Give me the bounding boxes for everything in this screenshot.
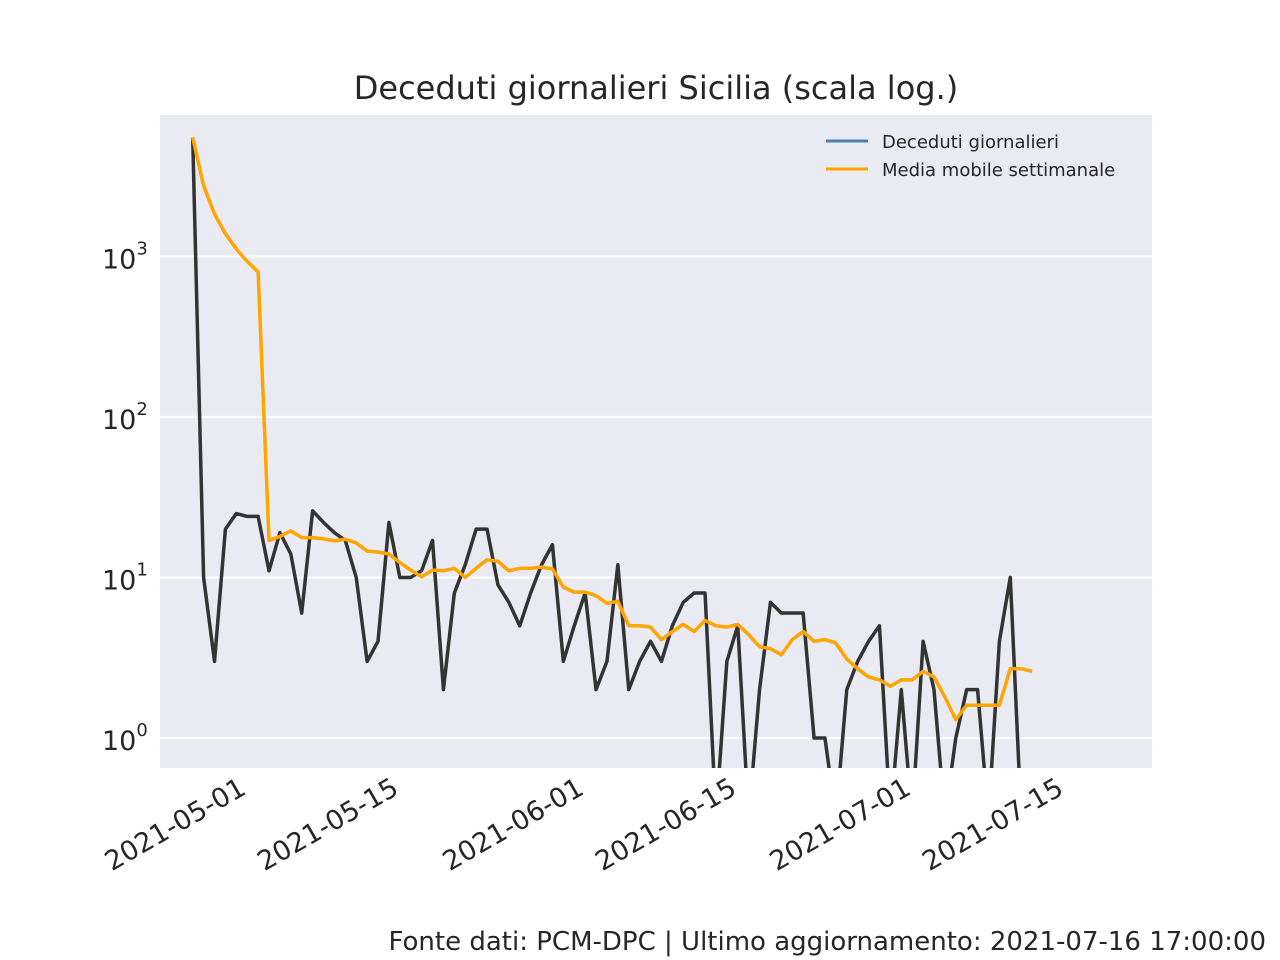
y-tick-label-3: 103 [102,238,148,275]
legend-label-media-mobile: Media mobile settimanale [882,160,1115,181]
y-axis-ticks: 100 101 102 103 [102,238,148,757]
y-tick-label-0: 100 [102,720,148,757]
legend-label-deceduti: Deceduti giornalieri [882,132,1059,153]
x-tick-label-5: 2021-07-15 [917,772,1068,877]
footer-source-note: Fonte dati: PCM-DPC | Ultimo aggiornamen… [389,927,1267,957]
series-line-1 [190,137,1033,722]
grid-lines [160,255,1152,739]
x-tick-label-0: 2021-05-01 [100,772,251,877]
chart-title: Deceduti giornalieri Sicilia (scala log.… [354,69,958,107]
plot-area [160,115,1152,768]
x-tick-label-2: 2021-06-01 [438,772,589,877]
series-lines [190,137,1033,768]
series-line-0 [190,137,1021,768]
x-tick-label-3: 2021-06-15 [590,772,741,877]
legend: Deceduti giornalieri Media mobile settim… [826,132,1115,181]
x-axis-ticks: 2021-05-01 2021-05-15 2021-06-01 2021-06-15… [100,772,1069,877]
y-tick-label-1: 101 [102,559,148,596]
x-tick-label-4: 2021-07-01 [765,772,916,877]
x-tick-label-1: 2021-05-15 [252,772,403,877]
y-tick-label-2: 102 [102,399,148,436]
